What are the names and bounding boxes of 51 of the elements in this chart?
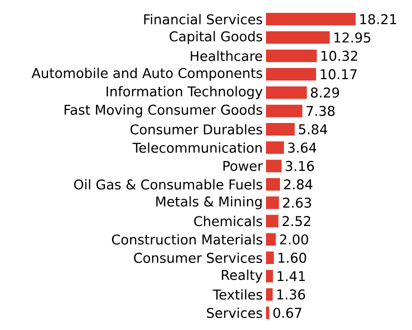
y-tick-label: Fast Moving Consumer Goods: [64, 104, 262, 118]
y-tick-label: Construction Materials: [112, 234, 262, 245]
y-tick-label: Financial Services: [144, 14, 262, 24]
bar: [266, 288, 273, 301]
data-label: 0.67: [273, 308, 302, 318]
data-label: 1.60: [278, 252, 306, 263]
y-tick-label: Healthcare: [190, 50, 262, 62]
y-tick-label: Services: [206, 308, 262, 318]
data-label: 8.29: [310, 88, 340, 98]
data-label: 2.52: [282, 216, 310, 226]
y-tick-label: Information Technology: [106, 86, 262, 100]
y-tick-label: Capital Goods: [170, 31, 262, 44]
data-label: 18.21: [360, 14, 396, 24]
data-label: 2.00: [280, 234, 308, 244]
bar: [266, 104, 302, 118]
y-tick-label: Oil Gas & Consumable Fuels: [74, 179, 262, 190]
data-label: 10.32: [321, 50, 358, 61]
data-label: 3.64: [288, 142, 316, 153]
y-tick-label: Realty: [222, 270, 262, 283]
data-label: 1.36: [277, 289, 305, 300]
bar: [266, 196, 279, 209]
data-label: 7.38: [306, 106, 335, 116]
y-tick-label: Consumer Durables: [130, 124, 262, 134]
y-tick-label: Automobile and Auto Components: [32, 68, 262, 81]
bar: [266, 233, 276, 246]
bar: [266, 160, 282, 172]
data-label: 10.17: [320, 69, 357, 80]
y-tick-label: Metals & Mining: [156, 196, 262, 210]
bar: [266, 50, 317, 62]
bar: [266, 214, 278, 228]
data-label: 2.84: [284, 179, 312, 190]
bar: [266, 178, 280, 191]
data-label: 12.95: [334, 32, 370, 43]
y-tick-label: Chemicals: [194, 216, 262, 226]
data-label: 5.84: [298, 124, 328, 134]
y-tick-label: Textiles: [212, 289, 262, 300]
bar: [266, 252, 274, 264]
bar: [266, 123, 295, 136]
bar: [266, 141, 284, 154]
bar: [266, 68, 316, 80]
y-tick-label: Consumer Services: [134, 252, 262, 263]
bar: [266, 270, 273, 282]
y-tick-label: Power: [223, 161, 263, 171]
data-label: 2.63: [283, 198, 312, 208]
data-label: 1.41: [278, 271, 305, 282]
bar: [266, 86, 307, 99]
bar: [266, 306, 270, 320]
data-label: 3.16: [286, 160, 314, 172]
bar: [266, 31, 330, 44]
bar: [266, 12, 356, 26]
y-tick-label: Telecommunication: [132, 142, 262, 153]
